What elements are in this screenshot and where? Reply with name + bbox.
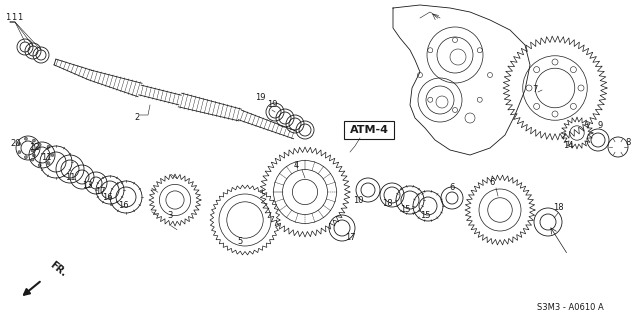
Circle shape [33,154,35,157]
Text: 16: 16 [102,194,112,203]
Text: 11: 11 [65,173,76,182]
Text: 1: 1 [5,13,11,23]
Text: 11: 11 [41,153,51,162]
Text: 4: 4 [293,161,299,170]
Circle shape [24,137,28,140]
Text: 18: 18 [381,198,392,207]
Text: 14: 14 [563,141,573,150]
Text: 9: 9 [597,121,603,130]
Circle shape [38,164,41,167]
Text: 6: 6 [449,183,454,192]
Text: 1: 1 [17,13,22,23]
Text: S3M3 - A0610 A: S3M3 - A0610 A [536,303,604,313]
Text: 6: 6 [490,178,495,187]
Text: 13: 13 [82,181,92,189]
Text: 10: 10 [353,196,364,205]
Text: 7: 7 [532,85,538,94]
Text: 8: 8 [625,138,630,147]
Text: 12: 12 [29,143,39,152]
Text: 1: 1 [12,13,17,23]
Text: 16: 16 [118,201,128,210]
Circle shape [47,145,50,148]
Circle shape [24,156,28,159]
Text: 3: 3 [167,211,173,220]
Text: 19: 19 [267,100,277,109]
Text: 19: 19 [255,93,265,102]
Circle shape [51,153,54,157]
Circle shape [18,142,21,145]
Circle shape [36,146,39,150]
Text: 18: 18 [553,203,563,212]
Circle shape [33,139,35,142]
Text: 15: 15 [420,211,430,220]
Text: 5: 5 [237,237,243,246]
Circle shape [31,149,34,152]
Circle shape [18,151,21,154]
Text: 2: 2 [134,113,140,122]
Circle shape [38,143,41,146]
Text: 20: 20 [11,138,21,147]
Text: 17: 17 [95,187,106,196]
Text: ATM-4: ATM-4 [349,125,388,135]
Circle shape [31,158,34,161]
Text: FR.: FR. [48,260,68,279]
Circle shape [47,162,50,165]
Text: 15: 15 [400,205,410,214]
Text: 17: 17 [345,233,355,242]
